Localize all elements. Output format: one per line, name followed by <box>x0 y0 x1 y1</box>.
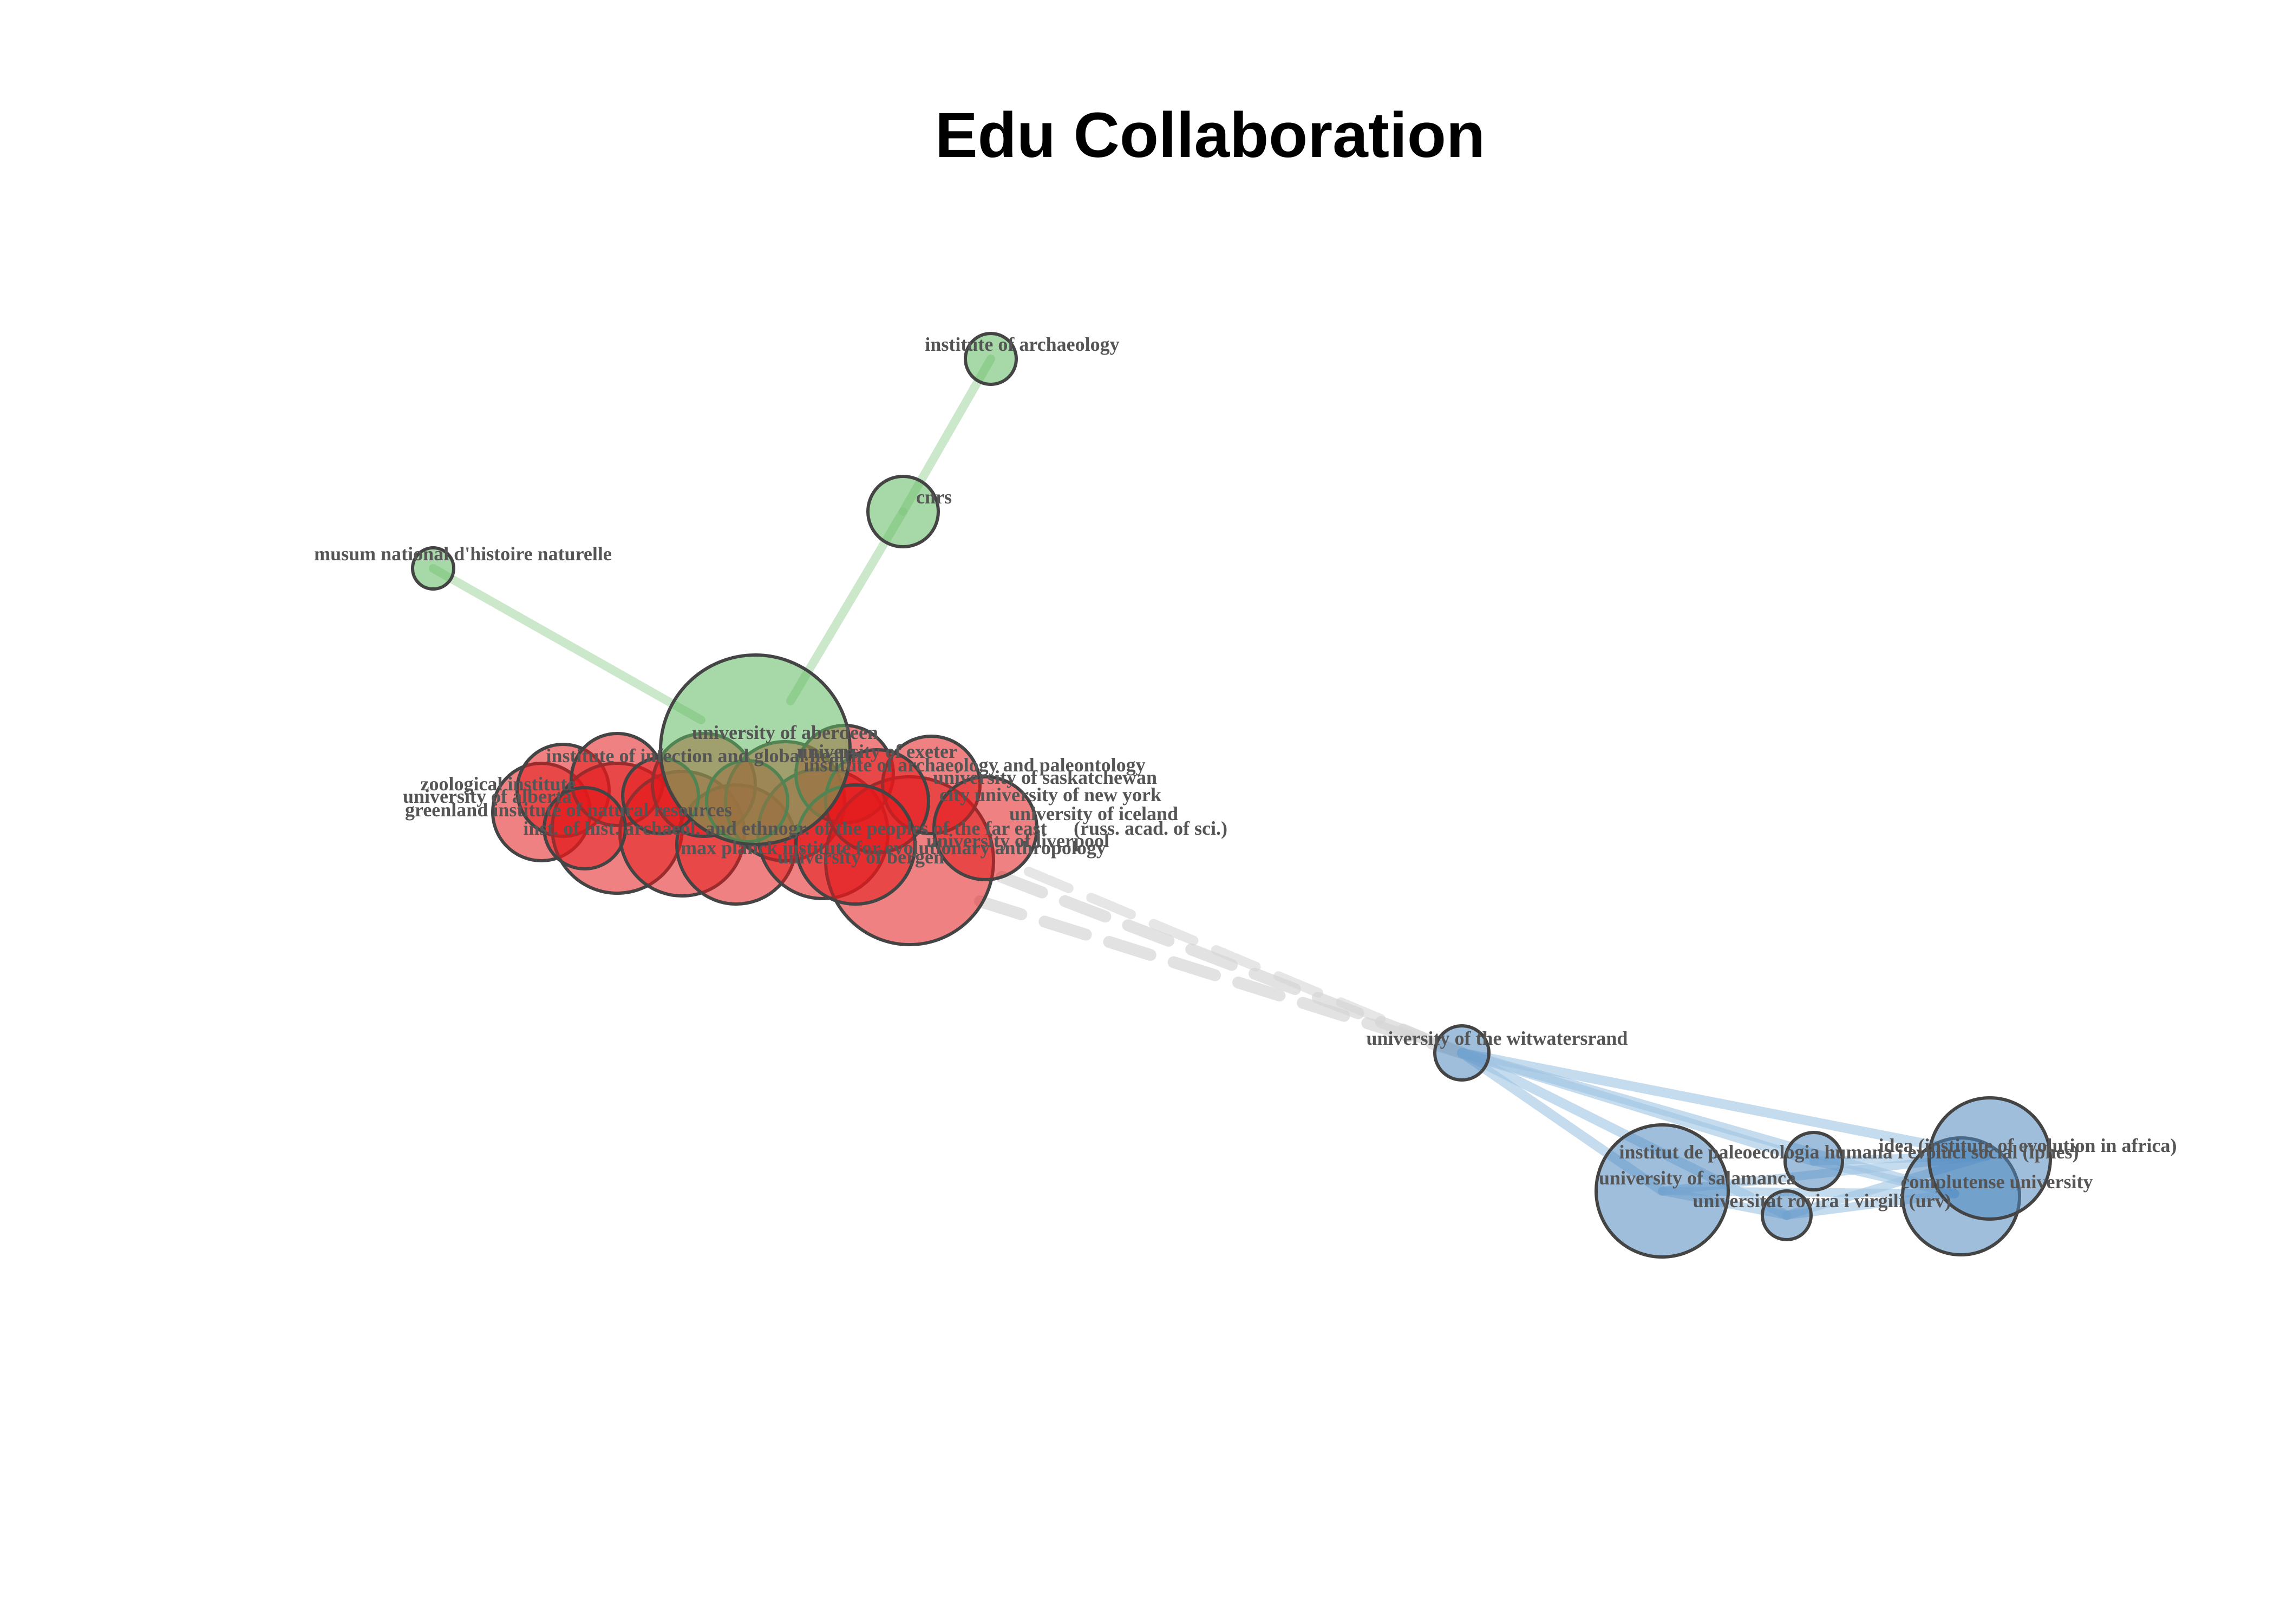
label-musum: musum national d'histoire naturelle <box>314 543 612 565</box>
blue-cluster <box>1433 1024 2052 1259</box>
label-university-of-alberta: university of alberta <box>403 785 572 807</box>
label-university-of-the-witwatersrand: university of the witwatersrand <box>1367 1027 1628 1049</box>
node-universitat-rovira-i-virgili[interactable] <box>1761 1189 1813 1241</box>
node-musum[interactable] <box>411 546 455 591</box>
label-zoological-institute: zoological institute <box>421 773 576 795</box>
label-university-of-salamanca: university of salamanca <box>1599 1167 1796 1189</box>
edge-aberdeen-musum <box>429 564 705 724</box>
node-cnrs[interactable] <box>866 475 940 548</box>
label-greenland-institute: greenland institute of natural resources <box>405 799 732 821</box>
node-university-of-aberdeen[interactable] <box>659 653 852 846</box>
green-cluster <box>411 332 1018 591</box>
red-cluster <box>491 653 1038 946</box>
label-idea: idea (institute of evolution in africa) <box>1879 1135 2177 1156</box>
label-university-of-iceland: university of iceland <box>1009 803 1178 824</box>
label-institute-of-archaeology: institute of archaeology <box>925 333 1119 355</box>
chart-title: Edu Collaboration <box>935 100 1485 171</box>
edge-wits-iphes <box>1457 1048 1819 1166</box>
label-university-of-exeter: university of exeter <box>797 741 957 762</box>
label-institute-of-infection: institute of infection and global health <box>546 745 861 767</box>
label-university-of-saskatchewan: university of saskatchewan <box>933 767 1157 788</box>
edge-gray-3 <box>1024 867 1467 1058</box>
label-cnrs: cnrs <box>916 486 952 508</box>
edge-wits-idea <box>1457 1048 1992 1161</box>
label-iphes: institut de paleoecologia humana i evolu… <box>1619 1141 2079 1163</box>
node-iphes[interactable] <box>1783 1131 1844 1191</box>
label-russ-acad: (russ. acad. of sci.) <box>1074 817 1227 839</box>
node-institute-of-archaeology[interactable] <box>964 332 1018 386</box>
node-university-of-the-witwatersrand[interactable] <box>1433 1024 1491 1082</box>
label-university-of-liverpool: university of liverpool <box>926 830 1109 852</box>
label-university-of-new-york: city university of new york <box>939 784 1161 806</box>
label-inst-of-hist-archaeol: inst. of hist. archaeol. and ethnogr. of… <box>523 817 1047 839</box>
node-idea[interactable] <box>1927 1096 2052 1221</box>
label-evolutionary-anthropology: max planck institute for evolutionary an… <box>681 837 1106 859</box>
label-complutense-university: complutense university <box>1901 1171 2093 1193</box>
label-archaeology-and-paleontology: institute of archaeology and paleontolog… <box>803 754 1145 776</box>
label-university-of-aberdeen: university of aberdeen <box>692 722 878 743</box>
label-universitat-rovira-i-virgili: universitat rovira i virgili (urv) <box>1693 1190 1951 1212</box>
node-red-18[interactable] <box>543 786 627 870</box>
node-red-13[interactable] <box>932 775 1038 881</box>
edge-gray-2 <box>974 895 1468 1059</box>
node-university-of-salamanca[interactable] <box>1595 1123 1730 1259</box>
label-university-of-bergen: university of bergen <box>777 846 944 868</box>
node-labels: institute of archaeology cnrs musum nati… <box>314 333 2177 1212</box>
